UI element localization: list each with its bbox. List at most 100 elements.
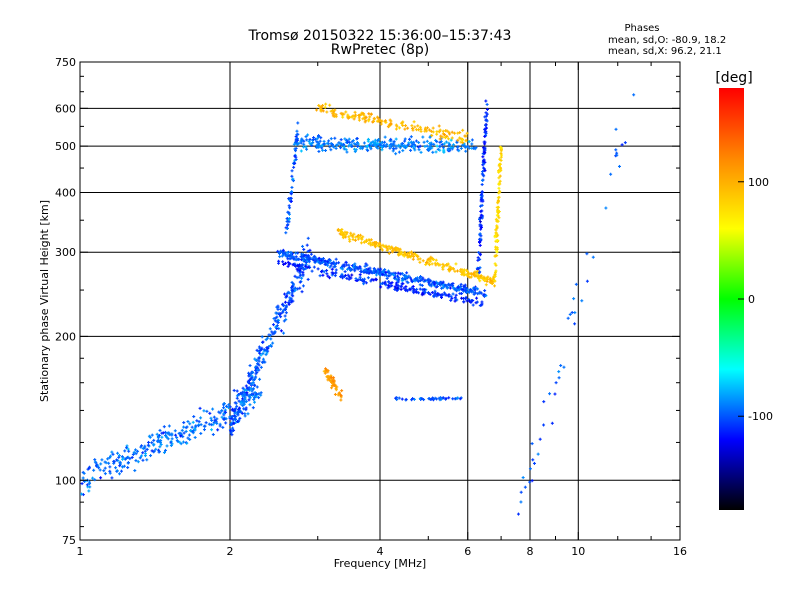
data-point — [356, 144, 360, 148]
data-point — [367, 119, 371, 123]
data-point — [184, 429, 188, 433]
data-point — [417, 141, 421, 145]
data-point — [412, 120, 416, 124]
data-point — [123, 449, 127, 453]
data-point — [381, 273, 385, 277]
data-point — [449, 145, 453, 149]
data-point — [574, 282, 578, 286]
data-point — [339, 146, 343, 150]
data-point — [199, 416, 203, 420]
data-point — [495, 224, 499, 228]
data-point — [264, 353, 268, 357]
data-point — [411, 257, 415, 261]
data-point — [389, 137, 393, 141]
data-point — [188, 438, 192, 442]
data-point — [350, 234, 354, 238]
data-point — [368, 238, 372, 242]
data-point — [390, 245, 394, 249]
data-point — [292, 165, 296, 169]
data-point — [197, 424, 201, 428]
x-tick-label: 10 — [571, 545, 585, 558]
data-point — [276, 307, 280, 311]
data-point — [399, 252, 403, 256]
data-point — [242, 407, 246, 411]
data-point — [359, 236, 363, 240]
data-point — [441, 283, 445, 287]
data-point — [548, 392, 552, 396]
data-point — [117, 455, 121, 459]
data-point — [439, 134, 443, 138]
data-point — [235, 404, 239, 408]
data-point — [225, 404, 229, 408]
data-point — [244, 406, 248, 410]
data-point — [391, 149, 395, 153]
data-point — [349, 268, 353, 272]
data-point — [362, 113, 366, 117]
data-point — [343, 270, 347, 274]
data-point — [194, 425, 198, 429]
data-point — [397, 249, 401, 253]
data-point — [442, 264, 446, 268]
data-point — [279, 315, 283, 319]
data-point — [170, 442, 174, 446]
data-point — [257, 345, 261, 349]
data-point — [374, 270, 378, 274]
data-point — [477, 250, 481, 254]
grid-lines — [80, 62, 680, 540]
x-tick-label: 6 — [464, 545, 471, 558]
data-point — [323, 262, 327, 266]
data-point — [125, 456, 129, 460]
data-point — [455, 269, 459, 273]
data-point — [285, 292, 289, 296]
data-point — [542, 423, 546, 427]
data-point — [216, 428, 220, 432]
data-point — [247, 371, 251, 375]
data-point — [295, 276, 299, 280]
data-point — [300, 137, 304, 141]
data-point — [256, 368, 260, 372]
data-point — [191, 420, 195, 424]
data-point — [473, 274, 477, 278]
y-tick-label: 200 — [55, 330, 76, 343]
data-point — [329, 148, 333, 152]
data-point — [492, 279, 496, 283]
data-point — [305, 243, 309, 247]
data-point — [416, 124, 420, 128]
data-point — [384, 283, 388, 287]
data-point — [379, 246, 383, 250]
data-point — [319, 108, 323, 112]
data-point — [459, 146, 463, 150]
data-point — [95, 464, 99, 468]
data-point — [341, 115, 345, 119]
data-point — [343, 137, 347, 141]
data-point — [232, 388, 236, 392]
colorbar-tick-label: 100 — [748, 176, 769, 189]
data-point — [483, 128, 487, 132]
data-point — [134, 459, 138, 463]
data-point — [372, 278, 376, 282]
data-point — [177, 431, 181, 435]
data-point — [400, 397, 404, 401]
data-point — [450, 296, 454, 300]
data-point — [362, 279, 366, 283]
data-point — [186, 420, 190, 424]
y-tick-label: 750 — [55, 56, 76, 69]
data-point — [136, 449, 140, 453]
data-point — [478, 257, 482, 261]
data-point — [99, 476, 103, 480]
data-point — [282, 262, 286, 266]
data-point — [473, 271, 477, 275]
data-point — [247, 394, 251, 398]
data-point — [482, 140, 486, 144]
data-point — [557, 376, 561, 380]
data-point — [281, 248, 285, 252]
data-point — [302, 253, 306, 257]
data-point — [159, 439, 163, 443]
data-point — [347, 235, 351, 239]
data-point — [305, 138, 309, 142]
data-point — [283, 300, 287, 304]
data-point — [124, 446, 128, 450]
data-point — [143, 444, 147, 448]
data-point — [323, 259, 327, 263]
data-point — [412, 397, 416, 401]
